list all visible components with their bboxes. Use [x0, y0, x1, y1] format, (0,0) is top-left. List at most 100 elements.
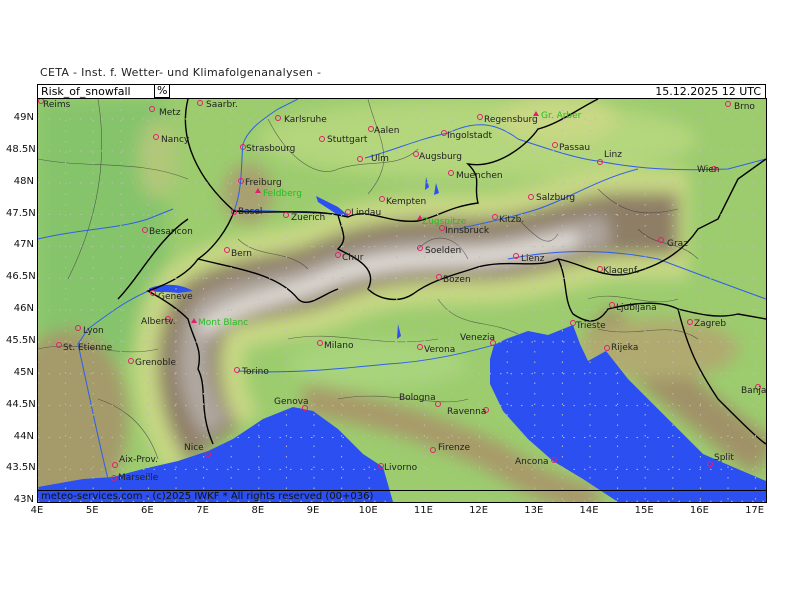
city-marker-icon: [725, 101, 731, 107]
city-marker-icon: [357, 156, 363, 162]
city-marker-icon: [128, 358, 134, 364]
city-marker-icon: [38, 99, 44, 104]
city-marker-icon: [75, 325, 81, 331]
lat-tick-label: 43N: [13, 494, 34, 506]
lon-tick-label: 11E: [413, 505, 433, 516]
city-marker-icon: [528, 194, 534, 200]
city-label: Innsbruck: [445, 226, 490, 236]
lat-tick-label: 49N: [13, 112, 34, 123]
lon-tick-label: 14E: [579, 505, 599, 516]
city-label: Banja Luka: [741, 386, 767, 396]
city-label: Ancona: [515, 457, 549, 467]
city-marker-icon: [417, 344, 423, 350]
city-label: Torino: [242, 367, 269, 377]
city-marker-icon: [551, 457, 557, 463]
city-label: Albertv.: [141, 317, 176, 327]
parameter-name: Risk_of_snowfall: [41, 85, 131, 98]
peak-label: Feldberg: [263, 189, 302, 199]
lat-tick-label: 48N: [13, 175, 34, 187]
lon-tick-label: 15E: [634, 505, 654, 516]
city-marker-icon: [197, 100, 203, 106]
city-marker-icon: [570, 320, 576, 326]
lon-tick-label: 5E: [85, 505, 99, 516]
regional-borders: [38, 99, 699, 460]
city-marker-icon: [658, 237, 664, 243]
city-label: Karlsruhe: [284, 115, 327, 125]
city-label: Salzburg: [536, 193, 576, 203]
city-label: Ingolstadt: [447, 131, 493, 141]
city-label: Freiburg: [245, 178, 282, 188]
peak-marker-icon: [191, 318, 197, 323]
city-marker-icon: [707, 461, 713, 467]
city-label: Graz: [667, 239, 688, 249]
lat-tick-label: 48.5N: [6, 143, 36, 155]
city-label: Passau: [559, 143, 591, 153]
city-marker-icon: [436, 274, 442, 280]
city-label: Nancy: [161, 135, 190, 145]
city-marker-icon: [711, 166, 717, 172]
peak-marker-icon: [533, 111, 539, 116]
lon-tick-label: 17E: [745, 505, 765, 516]
city-label: Zagreb: [694, 319, 727, 329]
city-marker-icon: [111, 475, 117, 481]
city-marker-icon: [483, 407, 489, 413]
city-marker-icon: [513, 253, 519, 259]
city-label: Split: [714, 453, 734, 463]
city-marker-icon: [335, 252, 341, 258]
city-label: Ravenna: [447, 407, 487, 417]
city-label: Chur: [342, 253, 364, 263]
city-marker-icon: [435, 401, 441, 407]
lon-tick-label: 6E: [141, 505, 154, 516]
city-label: Ljubljana: [616, 303, 657, 313]
lon-tick-label: 16E: [689, 505, 709, 516]
city-label: Zuerich: [291, 213, 326, 223]
city-label: Marseille: [118, 473, 159, 483]
city-marker-icon: [439, 225, 445, 231]
city-label: Saarbr.: [206, 100, 238, 110]
city-label: Klagenf.: [603, 266, 640, 276]
city-label: Augsburg: [419, 152, 462, 162]
city-marker-icon: [149, 106, 155, 112]
lat-tick-label: 47.5N: [6, 207, 36, 219]
city-marker-icon: [430, 447, 436, 453]
city-marker-icon: [687, 319, 693, 325]
lat-tick-label: 43.5N: [6, 462, 36, 474]
lat-tick-label: 44.5N: [6, 398, 36, 410]
city-marker-icon: [142, 227, 148, 233]
city-label: Bozen: [443, 275, 471, 285]
city-label: Genova: [274, 397, 309, 407]
city-label: Nice: [184, 443, 204, 453]
city-label: Basel: [238, 207, 263, 217]
lon-tick-label: 12E: [469, 505, 489, 516]
lon-tick-label: 10E: [358, 505, 378, 516]
city-label: Firenze: [438, 443, 471, 453]
city-marker-icon: [205, 451, 211, 457]
city-marker-icon: [441, 130, 447, 136]
lon-tick-label: 4E: [30, 505, 44, 516]
city-marker-icon: [477, 114, 483, 120]
city-marker-icon: [413, 151, 419, 157]
city-marker-icon: [153, 134, 159, 140]
peak-label: Mont Blanc: [198, 318, 249, 328]
lat-tick-label: 47N: [13, 239, 34, 251]
lat-tick-label: 46N: [13, 303, 34, 315]
lon-tick-label: 8E: [251, 505, 265, 516]
city-label: Reims: [43, 100, 71, 110]
city-label: Rijeka: [611, 343, 639, 353]
city-label: Lyon: [83, 326, 104, 336]
lat-tick-label: 46.5N: [6, 271, 36, 283]
city-label: Brno: [734, 102, 755, 112]
lat-tick-label: 45.5N: [6, 334, 36, 346]
city-label: Ulm: [371, 154, 389, 164]
city-label: Venezia: [460, 333, 495, 343]
city-label: Lienz: [521, 254, 545, 264]
city-label: Kempten: [386, 197, 427, 207]
peak-label: Zugspitze: [422, 217, 467, 227]
city-label: Lindau: [351, 208, 382, 218]
city-label: Kitzb.: [499, 215, 525, 225]
city-label: Metz: [159, 108, 181, 118]
city-label: Aix-Prov.: [119, 455, 158, 465]
city-marker-icon: [755, 384, 761, 390]
peak-label: Gr. Arber: [541, 111, 582, 121]
city-marker-icon: [238, 178, 244, 184]
